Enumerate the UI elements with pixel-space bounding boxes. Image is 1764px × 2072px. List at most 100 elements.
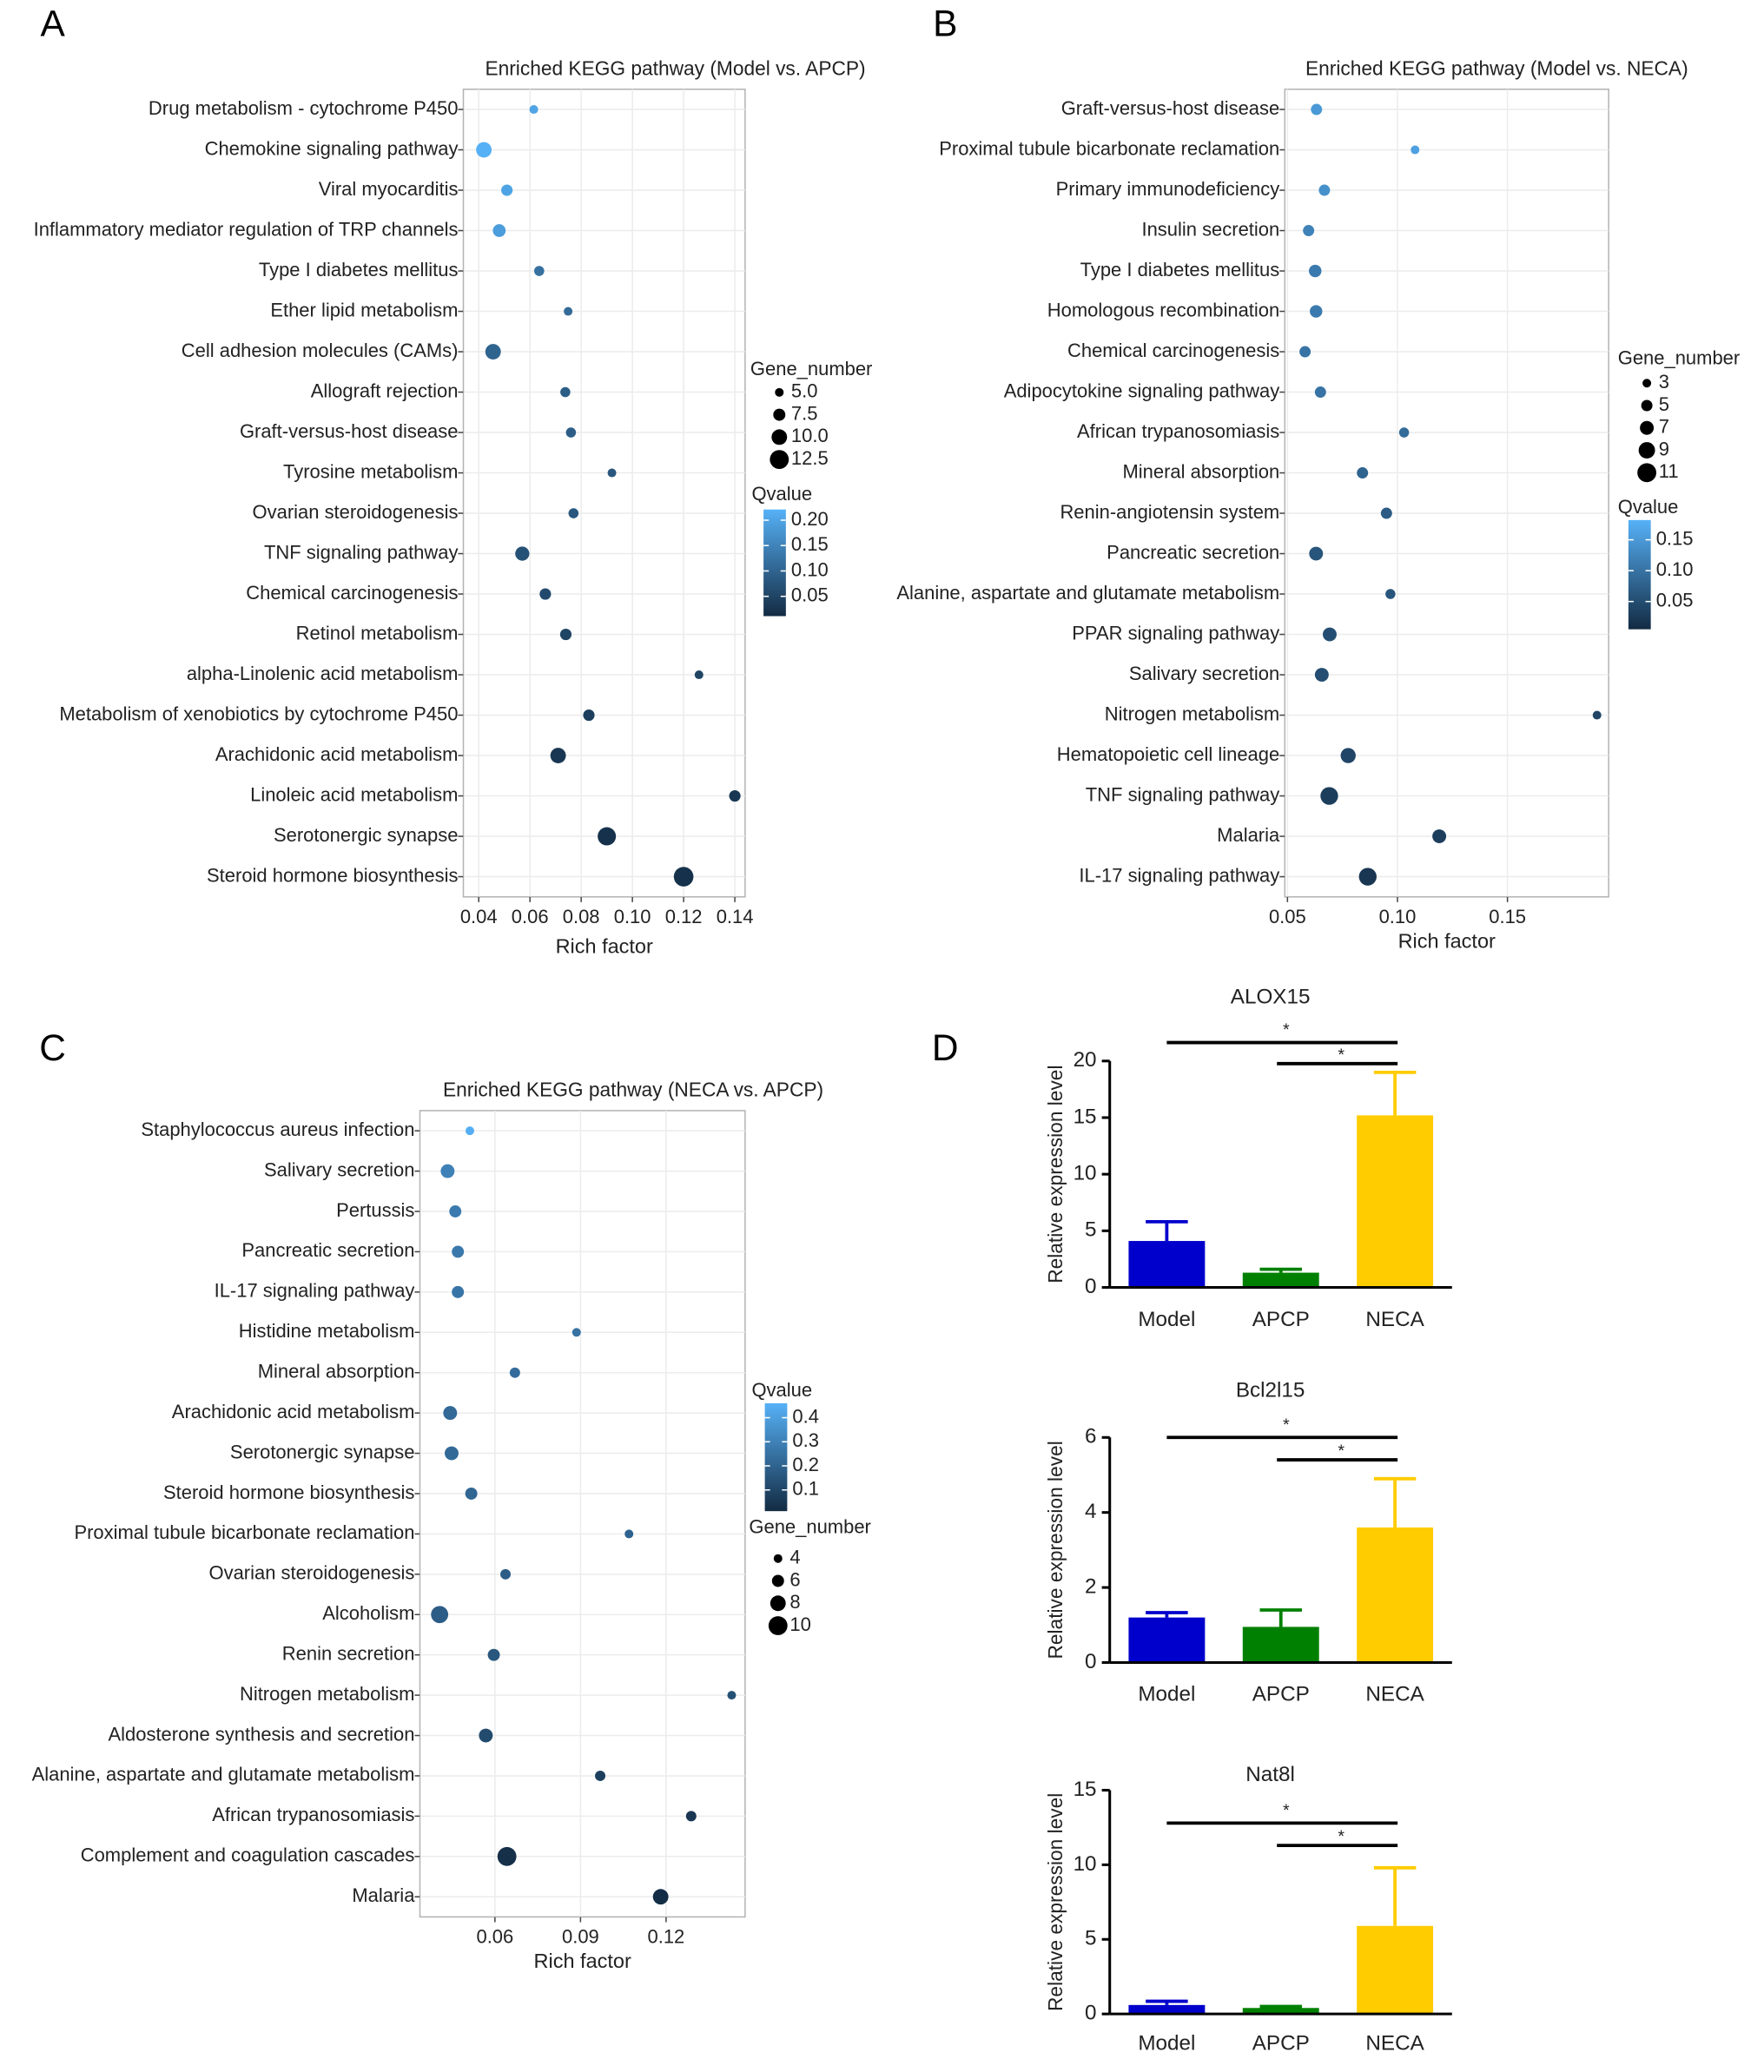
y-tick-label: Nitrogen metabolism [1105, 703, 1279, 724]
point [1411, 145, 1420, 155]
significance-label: * [1283, 1801, 1290, 1820]
size-legend-label: 10.0 [791, 425, 829, 446]
point [595, 1770, 606, 1781]
y-tick-label: Ether lipid metabolism [270, 299, 458, 320]
point [564, 307, 573, 316]
size-legend-title: Gene_number [749, 1516, 870, 1538]
y-tick-label: Serotonergic synapse [230, 1441, 414, 1462]
chart-title: Bcl2l15 [1236, 1379, 1305, 1402]
y-tick-label: Histidine metabolism [239, 1320, 415, 1342]
y-tick-label: Serotonergic synapse [274, 824, 459, 846]
x-tick-label: 0.14 [717, 906, 754, 927]
color-bar-label: 0.15 [791, 533, 829, 555]
point [1318, 184, 1331, 196]
y-tick-label: Pancreatic secretion [241, 1239, 414, 1261]
size-legend-label: 9 [1659, 438, 1669, 459]
chart-title: Nat8l [1245, 1763, 1295, 1786]
chart-title: Enriched KEGG pathway (Model vs. APCP) [485, 56, 865, 79]
bar [1357, 1925, 1434, 2015]
size-legend-key [770, 450, 790, 470]
panel-label: A [40, 3, 65, 44]
bar [1242, 1627, 1319, 1663]
y-tick-label: Staphylococcus aureus infection [141, 1118, 414, 1140]
x-axis-label: Rich factor [1398, 930, 1496, 953]
point [1357, 467, 1369, 479]
y-tick-label: Arachidonic acid metabolism [215, 743, 459, 765]
x-tick-label: NECA [1365, 1683, 1424, 1706]
y-tick-label: Type I diabetes mellitus [259, 259, 459, 280]
y-tick-label: Type I diabetes mellitus [1080, 259, 1280, 280]
y-tick-label: PPAR signaling pathway [1072, 622, 1279, 643]
y-axis-label: Relative expression level [1044, 1793, 1067, 2011]
x-tick-label: NECA [1365, 1308, 1424, 1331]
significance-label: * [1283, 1415, 1290, 1435]
point [500, 1568, 512, 1580]
y-tick-label: Proximal tubule bicarbonate reclamation [939, 137, 1279, 159]
x-tick-label: APCP [1252, 1308, 1310, 1331]
x-tick-label: 0.04 [460, 906, 498, 927]
color-bar-label: 0.4 [792, 1405, 819, 1427]
size-legend-label: 10 [790, 1613, 810, 1635]
point [652, 1889, 669, 1905]
size-legend-label: 7.5 [791, 402, 818, 424]
x-tick-label: 0.10 [614, 906, 651, 927]
point [1358, 868, 1377, 886]
y-tick-label: TNF signaling pathway [1086, 783, 1279, 805]
y-tick-label: Salivary secretion [264, 1158, 414, 1180]
size-legend-label: 3 [1659, 371, 1669, 393]
point [492, 224, 506, 237]
point [479, 1728, 493, 1743]
dot-plot: 0.04 0.06 0.08 0.10 0.12 0.14 Rich factor Enric… [34, 56, 873, 957]
size-legend-label: 7 [1659, 416, 1669, 438]
point [1323, 627, 1337, 642]
y-tick-label: Steroid hormone biosynthesis [207, 864, 458, 886]
y-axis-label: Relative expression level [1044, 1441, 1067, 1659]
color-legend-title: Qvalue [751, 483, 812, 505]
point [1309, 264, 1322, 278]
bar-chart: Model APCP NECA 0 5 10 15 20 ALOX15 Relative expr… [1044, 985, 1452, 1331]
y-tick-label: Adipocytokine signaling pathway [1004, 379, 1280, 401]
size-legend-key [770, 1595, 786, 1612]
point [497, 1846, 517, 1866]
plot-background [419, 1110, 746, 1918]
y-tick-label: Chemical carcinogenesis [1067, 340, 1279, 361]
significance-label: * [1338, 1046, 1344, 1065]
bar [1242, 2008, 1319, 2015]
point [487, 1648, 500, 1661]
size-legend-key [1637, 463, 1657, 483]
bar [1357, 1527, 1434, 1663]
y-tick-label: Arachidonic acid metabolism [172, 1401, 415, 1422]
bar [1128, 2004, 1206, 2015]
point [1314, 668, 1329, 682]
point [1310, 305, 1323, 318]
size-legend-key [773, 1554, 783, 1563]
point [501, 184, 513, 196]
color-bar-label: 0.15 [1656, 527, 1694, 549]
color-bar-label: 0.05 [791, 584, 829, 605]
x-tick-label: 0.12 [648, 1925, 685, 1947]
point [598, 827, 617, 846]
size-legend-title: Gene_number [1618, 347, 1740, 369]
point [444, 1446, 459, 1461]
color-bar [764, 1402, 788, 1512]
plot-background [462, 89, 746, 898]
point [550, 748, 566, 763]
y-tick-label: alpha-Linolenic acid metabolism [187, 663, 459, 684]
x-tick-label: Model [1138, 1308, 1195, 1331]
bar [1242, 1272, 1319, 1288]
y-tick-label: Cell adhesion molecules (CAMs) [182, 340, 459, 361]
y-tick-label: African trypanosomiasis [212, 1804, 414, 1825]
bar [1128, 1617, 1206, 1663]
point [509, 1367, 520, 1378]
y-tick-label: Viral myocarditis [319, 178, 459, 200]
y-tick-label: Graft-versus-host disease [240, 420, 459, 442]
y-tick-label: Chemical carcinogenesis [246, 582, 458, 604]
size-legend-label: 5.0 [791, 380, 818, 402]
y-tick-label: Aldosterone synthesis and secretion [108, 1723, 414, 1745]
x-tick-label: 0.06 [476, 1925, 513, 1947]
size-legend-key [771, 429, 788, 445]
y-tick-label: IL-17 signaling pathway [215, 1280, 415, 1302]
panel-label: C [39, 1027, 66, 1068]
y-tick-label: 10 [1074, 1162, 1097, 1185]
point [534, 266, 545, 276]
